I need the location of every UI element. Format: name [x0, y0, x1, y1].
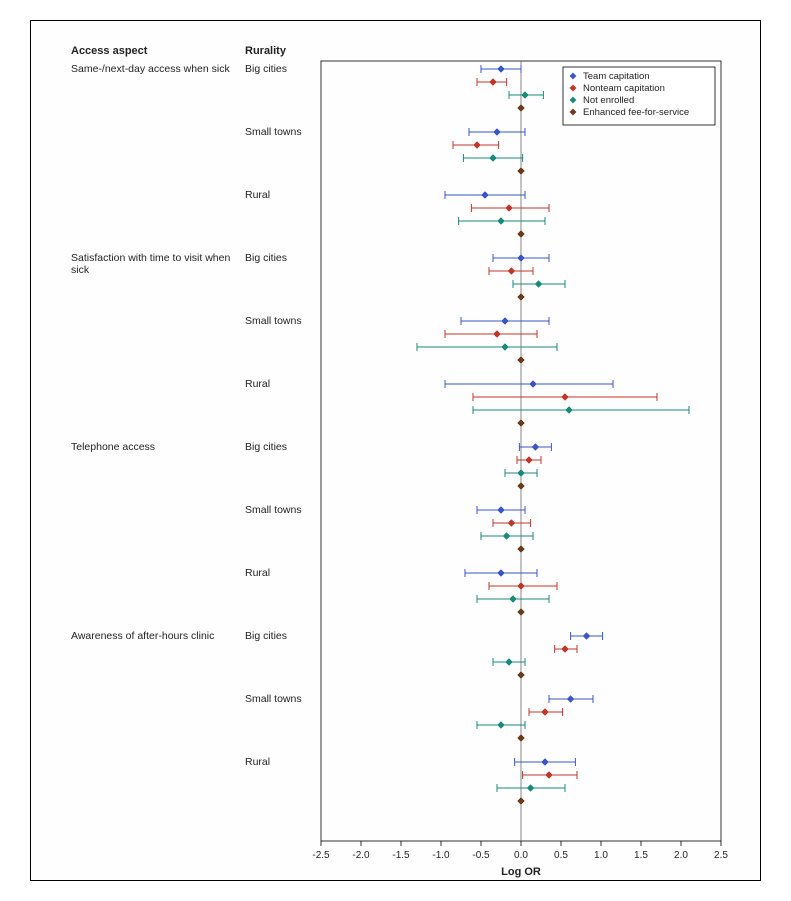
point-marker	[498, 722, 505, 729]
access-label: Same-/next-day access when sick	[71, 63, 230, 75]
rurality-label: Big cities	[245, 252, 287, 264]
access-label: Satisfaction with time to visit when sic…	[71, 252, 239, 276]
point-marker	[506, 659, 513, 666]
point-marker	[502, 344, 509, 351]
point-marker	[490, 79, 497, 86]
x-tick-label: -0.5	[472, 850, 490, 861]
x-tick-label: -2.5	[312, 850, 330, 861]
point-marker	[518, 357, 525, 364]
point-marker	[518, 294, 525, 301]
point-marker	[518, 168, 525, 175]
point-marker	[490, 155, 497, 162]
rurality-label: Rural	[245, 189, 270, 201]
rurality-label: Small towns	[245, 693, 302, 705]
point-marker	[474, 142, 481, 149]
point-marker	[494, 331, 501, 338]
point-marker	[518, 798, 525, 805]
point-marker	[542, 759, 549, 766]
point-marker	[506, 205, 513, 212]
point-marker	[546, 772, 553, 779]
point-marker	[518, 255, 525, 262]
col-header-rurality: Rurality	[245, 45, 286, 57]
rurality-label: Rural	[245, 378, 270, 390]
rurality-label: Rural	[245, 567, 270, 579]
legend-label: Nonteam capitation	[583, 83, 665, 94]
point-marker	[498, 66, 505, 73]
chart-frame: Access aspect Rurality Same-/next-day ac…	[30, 20, 761, 881]
rurality-label: Small towns	[245, 504, 302, 516]
point-marker	[518, 609, 525, 616]
point-marker	[532, 444, 539, 451]
point-marker	[562, 646, 569, 653]
page: Access aspect Rurality Same-/next-day ac…	[0, 0, 791, 901]
forest-plot: -2.5 -2.0 -1.5 -1.0 -0.5 0.0 0.5 1.0 1.5 2.0 2.5 Lo…	[311, 51, 771, 891]
point-marker	[518, 583, 525, 590]
point-marker	[482, 192, 489, 199]
point-marker	[530, 381, 537, 388]
x-tick-label: 1.0	[594, 850, 608, 861]
point-marker	[498, 570, 505, 577]
point-marker	[518, 546, 525, 553]
point-marker	[508, 520, 515, 527]
point-marker	[518, 483, 525, 490]
rurality-label: Small towns	[245, 315, 302, 327]
rurality-label: Big cities	[245, 630, 287, 642]
point-marker	[503, 533, 510, 540]
legend-label: Not enrolled	[583, 95, 634, 106]
point-marker	[498, 507, 505, 514]
access-label: Awareness of after-hours clinic	[71, 630, 214, 642]
x-tick-label: -1.0	[432, 850, 450, 861]
x-tick-label: 1.5	[634, 850, 648, 861]
legend-label: Enhanced fee-for-service	[583, 107, 689, 118]
legend-label: Team capitation	[583, 71, 650, 82]
rurality-label: Big cities	[245, 63, 287, 75]
access-label: Telephone access	[71, 441, 155, 453]
rurality-label: Rural	[245, 756, 270, 768]
point-marker	[567, 696, 574, 703]
point-marker	[518, 470, 525, 477]
col-header-access: Access aspect	[71, 45, 147, 57]
point-marker	[518, 735, 525, 742]
point-marker	[566, 407, 573, 414]
point-marker	[518, 420, 525, 427]
x-tick-label: -1.5	[392, 850, 410, 861]
point-marker	[518, 231, 525, 238]
point-marker	[535, 281, 542, 288]
x-tick-label: 2.5	[714, 850, 728, 861]
point-marker	[502, 318, 509, 325]
point-marker	[583, 633, 590, 640]
point-marker	[527, 785, 534, 792]
x-tick-label: 0.5	[554, 850, 568, 861]
point-marker	[526, 457, 533, 464]
point-marker	[518, 672, 525, 679]
rurality-label: Big cities	[245, 441, 287, 453]
point-marker	[562, 394, 569, 401]
point-marker	[494, 129, 501, 136]
x-tick-label: 0.0	[514, 850, 528, 861]
x-tick-label: -2.0	[352, 850, 370, 861]
point-marker	[498, 218, 505, 225]
point-marker	[508, 268, 515, 275]
x-tick-label: 2.0	[674, 850, 688, 861]
chart-content: Access aspect Rurality Same-/next-day ac…	[31, 21, 760, 880]
x-axis-title: Log OR	[501, 866, 541, 878]
point-marker	[522, 92, 529, 99]
point-marker	[510, 596, 517, 603]
point-marker	[518, 105, 525, 112]
point-marker	[542, 709, 549, 716]
rurality-label: Small towns	[245, 126, 302, 138]
